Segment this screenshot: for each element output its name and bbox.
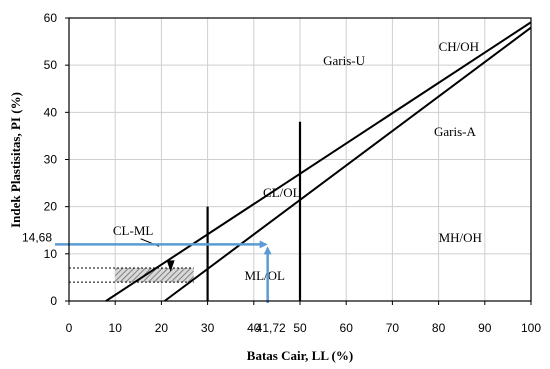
x-tick-label: 90: [478, 321, 492, 335]
x-tick-label: 40: [247, 321, 261, 335]
y-axis-label: Indek Plastisitas, PI (%): [8, 92, 23, 228]
u-line: [105, 21, 532, 302]
result-marker: 14,68 41,72: [22, 230, 286, 335]
x-tick-label: 30: [201, 321, 215, 335]
axes: 0 10 20 30 40 50 60 70 80 90 100 0 10 20 30 40 50 60: [44, 11, 542, 335]
region-labels: CH/OH Garis-U Garis-A CL/OL CL-ML MH/OH ML/OL: [113, 39, 482, 283]
x-tick-label: 70: [386, 321, 400, 335]
y-tick-label: 0: [50, 294, 57, 308]
region-label: Garis-A: [434, 124, 476, 139]
region-label: CL-ML: [113, 223, 154, 238]
x-tick-label: 10: [109, 321, 123, 335]
y-tick-label: 50: [44, 58, 58, 72]
ll-value-label: 41,72: [256, 321, 286, 335]
pi-value-label: 14,68: [22, 230, 52, 244]
region-label: Garis-U: [323, 53, 365, 68]
y-tick-label: 60: [44, 11, 58, 25]
a-line: [164, 26, 532, 302]
hatched-zone: [115, 267, 194, 283]
y-tick-label: 10: [44, 247, 58, 261]
x-tick-label: 80: [432, 321, 446, 335]
y-tick-label: 30: [44, 153, 58, 167]
zone-pointer: [166, 260, 175, 272]
region-label: CL/OL: [263, 185, 301, 200]
grid: [69, 18, 531, 301]
region-label: ML/OL: [245, 268, 286, 283]
x-axis-label: Batas Cair, LL (%): [247, 348, 353, 363]
hatched-zone-layer: [69, 260, 194, 283]
plot-frame: [68, 17, 532, 302]
x-tick-label: 60: [340, 321, 354, 335]
x-tick-label: 0: [66, 321, 73, 335]
boundary-lines: [105, 21, 532, 302]
x-tick-label: 100: [521, 321, 541, 335]
y-tick-label: 40: [44, 105, 58, 119]
x-tick-label: 50: [293, 321, 307, 335]
region-label: MH/OH: [439, 230, 482, 245]
region-label: CH/OH: [439, 39, 479, 54]
y-tick-label: 20: [44, 200, 58, 214]
x-tick-label: 20: [155, 321, 169, 335]
